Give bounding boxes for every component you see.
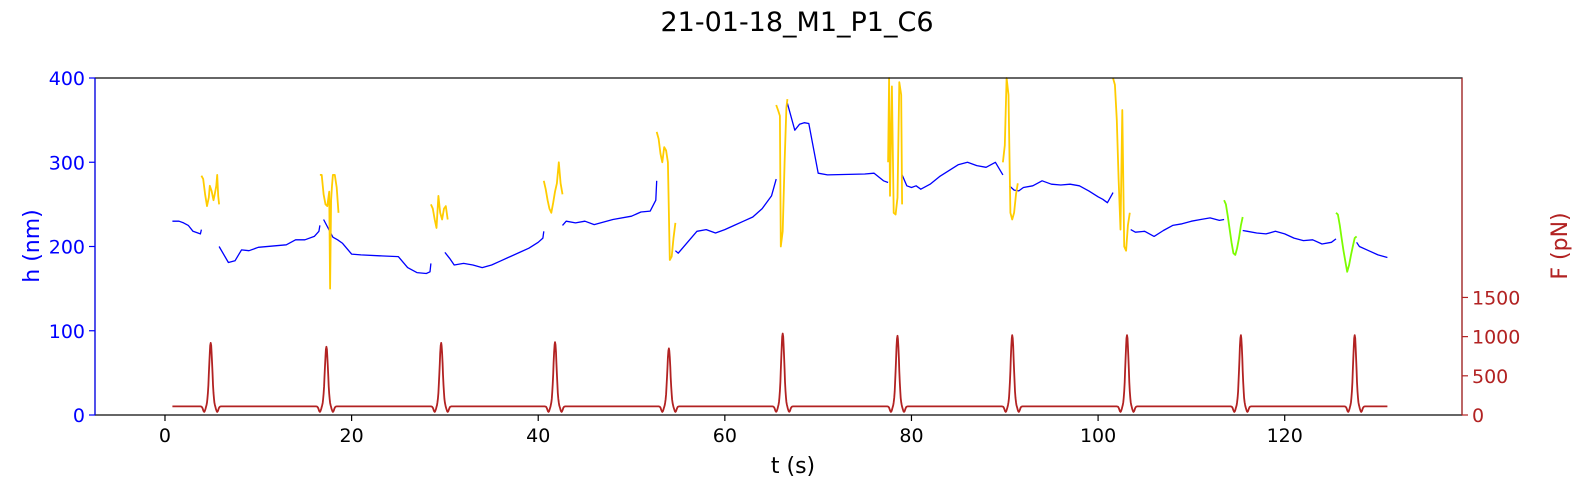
h-trace-blue-segment: [218, 225, 321, 264]
y-right-tick-label: 1500: [1472, 287, 1520, 309]
h-trace-yellow-segment: [200, 173, 220, 208]
y-left-tick-label: 200: [49, 237, 85, 259]
h-trace-blue-segment: [1242, 229, 1337, 245]
y-left-tick-label: 100: [49, 321, 85, 343]
h-trace-green-segment: [1223, 199, 1244, 256]
h-trace-yellow-segment: [1002, 77, 1019, 221]
y-left-tick-label: 300: [49, 152, 85, 174]
x-tick-label: 0: [159, 425, 171, 447]
h-trace-blue-segment: [562, 180, 658, 226]
h-trace-blue-segment: [1130, 217, 1225, 238]
y-axis-left-label: h (nm): [20, 209, 45, 282]
h-trace-blue-segment: [323, 219, 432, 275]
x-tick-label: 40: [526, 425, 550, 447]
axes-group: 0 20 40 60 80 100 120 0 100 200 300 400 0 500 1000 1500: [49, 68, 1521, 447]
y-left-tick-label: 0: [73, 405, 85, 427]
x-tick-label: 20: [340, 425, 364, 447]
y-right-tick-label: 0: [1472, 405, 1484, 427]
plot-traces: [171, 77, 1388, 413]
y-axis-right-label: F (pN): [1548, 212, 1573, 279]
h-trace-yellow-segment: [655, 131, 677, 261]
h-trace-yellow-segment: [542, 161, 564, 214]
x-tick-label: 80: [899, 425, 923, 447]
h-trace-yellow-segment: [319, 173, 340, 290]
h-trace-yellow-segment: [430, 194, 449, 229]
x-tick-label: 60: [713, 425, 737, 447]
h-trace-blue-segment: [786, 103, 889, 184]
force-trace: [171, 332, 1388, 413]
y-left-tick-label: 400: [49, 68, 85, 90]
h-trace-blue-segment: [674, 178, 777, 254]
x-tick-label: 120: [1267, 425, 1303, 447]
h-trace-blue-segment: [172, 220, 203, 235]
h-trace-yellow-segment: [775, 98, 789, 248]
h-trace-green-segment: [1335, 212, 1358, 273]
h-trace-blue-segment: [444, 231, 545, 269]
h-trace-yellow-segment: [1112, 77, 1131, 252]
y-right-tick-label: 500: [1472, 366, 1508, 388]
x-tick-label: 100: [1080, 425, 1116, 447]
plot-frame: [94, 77, 1463, 416]
h-trace-blue-segment: [1356, 241, 1388, 259]
h-trace-yellow-segment: [887, 77, 903, 216]
h-trace-blue-segment: [901, 161, 1004, 190]
h-trace-blue-segment: [1008, 180, 1114, 204]
x-axis-label: t (s): [771, 454, 815, 479]
chart-title: 21-01-18_M1_P1_C6: [660, 7, 933, 38]
y-right-tick-label: 1000: [1472, 327, 1520, 349]
